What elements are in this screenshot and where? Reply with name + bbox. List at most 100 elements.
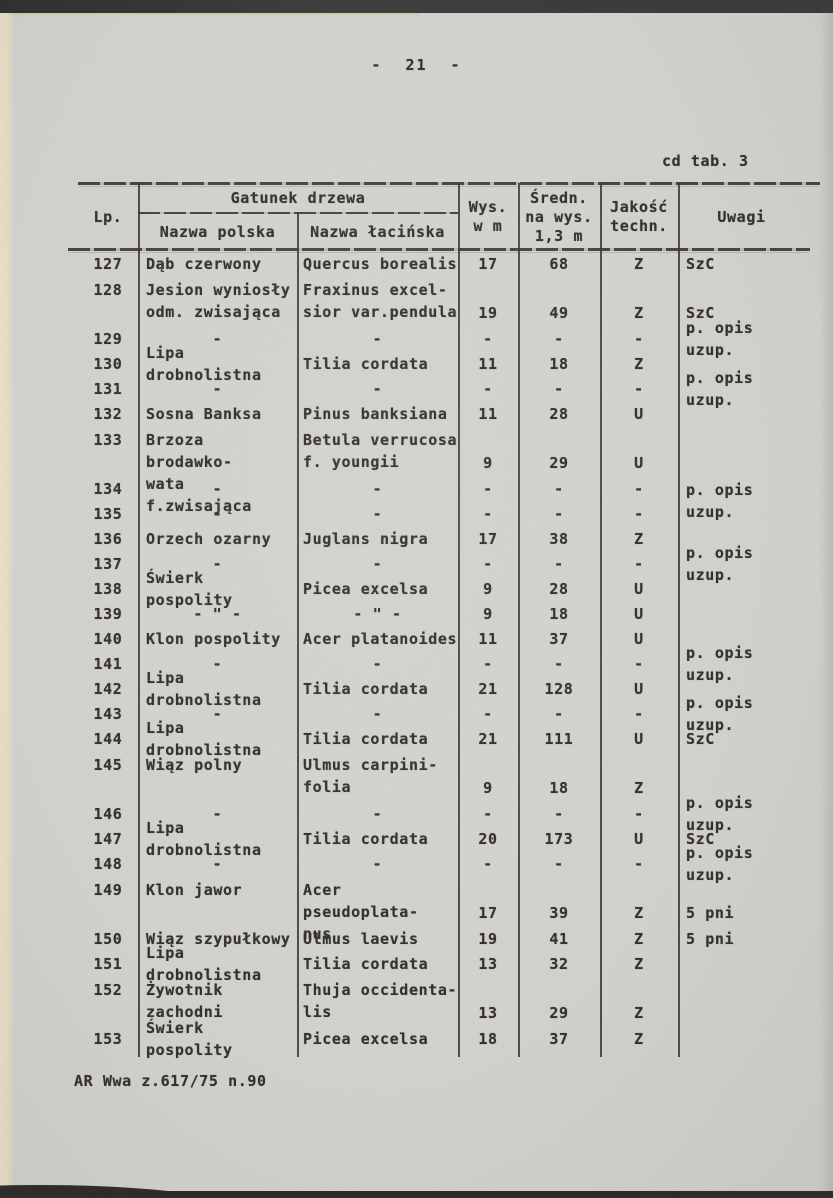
cell-lp: 129 [93, 329, 123, 348]
cell-wysokosc: 21 [478, 729, 498, 748]
cell-nazwa-lacinska: Acer platanoides [303, 629, 458, 648]
paper-edge-highlight [0, 13, 420, 15]
cell-srednica: - [554, 804, 564, 823]
cell-jakosc: Z [634, 929, 644, 948]
cell-jakosc: Z [634, 954, 644, 973]
cell-srednica: - [554, 704, 564, 723]
cell-srednica: - [554, 379, 564, 398]
header-uwagi: Uwagi [717, 208, 766, 226]
cell-wysokosc: 9 [483, 454, 493, 472]
cell-lp: 136 [93, 529, 123, 548]
cell-wysokosc: 9 [483, 604, 493, 623]
cell-nazwa-lacinska: Pinus banksiana [303, 404, 448, 423]
table-body: 127 Dąb czerwony Quercus borealis 17 68 Z SzC 1… [78, 251, 805, 1059]
cell-lp: 131 [93, 379, 123, 398]
cell-wysokosc: 17 [478, 904, 498, 922]
cell-uwagi [678, 601, 805, 626]
cell-jakosc: Z [634, 1004, 644, 1022]
cell-uwagi [678, 976, 805, 1026]
cell-jakosc: U [634, 679, 644, 698]
cell-srednica: 128 [544, 679, 574, 698]
cell-srednica: 18 [549, 604, 569, 623]
cell-srednica: - [554, 654, 564, 673]
cell-nazwa-polska: - " - [193, 604, 242, 623]
header-srednica-line1: Średn. [530, 188, 588, 207]
cell-uwagi: p. opis uzup. [686, 643, 754, 684]
cell-wysokosc: 13 [478, 954, 498, 973]
cell-srednica: 29 [549, 454, 569, 472]
cell-nazwa-lacinska: Ulmus laevis [303, 929, 419, 948]
cell-nazwa-polska: Wiąz polny [146, 756, 243, 774]
cell-nazwa-polska: Lipa drobnolistna [146, 343, 262, 384]
cell-nazwa-polska: Lipa drobnolistna [146, 818, 262, 859]
cell-lp: 143 [93, 704, 123, 723]
cell-nazwa-lacinska: Juglans nigra [303, 529, 429, 548]
cell-srednica: 39 [549, 904, 569, 922]
cell-lp: 150 [93, 929, 123, 948]
scan-top-edge [0, 0, 833, 13]
cell-uwagi: SzC [686, 254, 715, 273]
cell-srednica: 37 [549, 629, 569, 648]
cell-nazwa-lacinska: Tilia cordata [303, 829, 429, 848]
table-header: Lp. Gatunek drzewa Nazwa polska Nazwa ła… [78, 183, 805, 251]
cell-nazwa-lacinska: - [372, 379, 383, 398]
header-jakosc-line1: Jakość [610, 198, 668, 216]
cell-nazwa-polska: - [212, 854, 223, 873]
cell-nazwa-polska: Lipa drobnolistna [146, 943, 262, 984]
cell-wysokosc: - [483, 479, 493, 498]
cell-lp: 134 [93, 479, 123, 498]
cell-wysokosc: 9 [483, 579, 493, 598]
cell-nazwa-polska: Dąb czerwony [146, 254, 262, 273]
cell-srednica: 38 [549, 529, 569, 548]
cell-uwagi: 5 pni [686, 904, 735, 922]
cell-nazwa-lacinska: Fraxinus excel- sior var.pendula [303, 281, 458, 321]
cell-lp: 133 [93, 431, 123, 449]
cell-srednica: 28 [549, 579, 569, 598]
cell-jakosc: Z [634, 904, 644, 922]
cell-nazwa-lacinska: Picea excelsa [303, 1029, 429, 1048]
cell-uwagi: p. opis uzup. [686, 543, 754, 584]
header-nazwa-polska: Nazwa polska [159, 223, 276, 241]
cell-wysokosc: - [483, 854, 493, 873]
cell-nazwa-lacinska: Quercus borealis [303, 254, 458, 273]
cell-nazwa-lacinska: Thuja occidenta- lis [303, 981, 458, 1021]
cell-uwagi: p. opis uzup. [686, 318, 754, 359]
cell-nazwa-lacinska: Tilia cordata [303, 954, 429, 973]
cell-srednica: 41 [549, 929, 569, 948]
page-number: - 21 - [371, 56, 462, 74]
cell-jakosc: Z [634, 529, 644, 548]
header-wysokosc: Wys. w m [458, 183, 518, 251]
cell-wysokosc: 13 [478, 1004, 498, 1022]
cell-srednica: - [554, 479, 564, 498]
cell-nazwa-polska: Brzoza brodawko- wata f.zwisająca [146, 431, 252, 515]
cell-uwagi: p. opis uzup. [686, 843, 754, 884]
cell-nazwa-lacinska: Tilia cordata [303, 354, 429, 373]
cell-nazwa-polska: Klon pospolity [146, 629, 281, 648]
cell-wysokosc: 20 [478, 829, 498, 848]
cell-lp: 153 [93, 1029, 123, 1048]
cell-lp: 148 [93, 854, 123, 873]
cell-nazwa-polska: - [212, 504, 223, 523]
cell-srednica: 18 [549, 354, 569, 373]
cell-srednica: - [554, 329, 564, 348]
cell-lp: 130 [93, 354, 123, 373]
cell-nazwa-lacinska: - [372, 804, 383, 823]
header-jakosc: Jakość techn. [600, 183, 678, 251]
header-srednica: Średn. na wys. 1,3 m [518, 183, 600, 251]
cell-nazwa-polska: Lipa drobnolistna [146, 668, 262, 709]
header-srednica-line2: na wys. [525, 207, 593, 226]
cell-nazwa-polska: Klon jawor [146, 881, 243, 899]
cell-lp: 145 [93, 756, 123, 774]
cell-srednica: 18 [549, 779, 569, 797]
cell-wysokosc: 11 [478, 354, 498, 373]
cell-wysokosc: - [483, 554, 493, 573]
cell-uwagi [678, 401, 805, 426]
cell-lp: 137 [93, 554, 123, 573]
table-caption: cd tab. 3 [662, 152, 749, 170]
cell-wysokosc: - [483, 704, 493, 723]
cell-nazwa-lacinska: Acer pseudoplata- nus [303, 881, 419, 943]
cell-srednica: 29 [549, 1004, 569, 1022]
cell-srednica: 173 [544, 829, 574, 848]
cell-wysokosc: 18 [478, 1029, 498, 1048]
